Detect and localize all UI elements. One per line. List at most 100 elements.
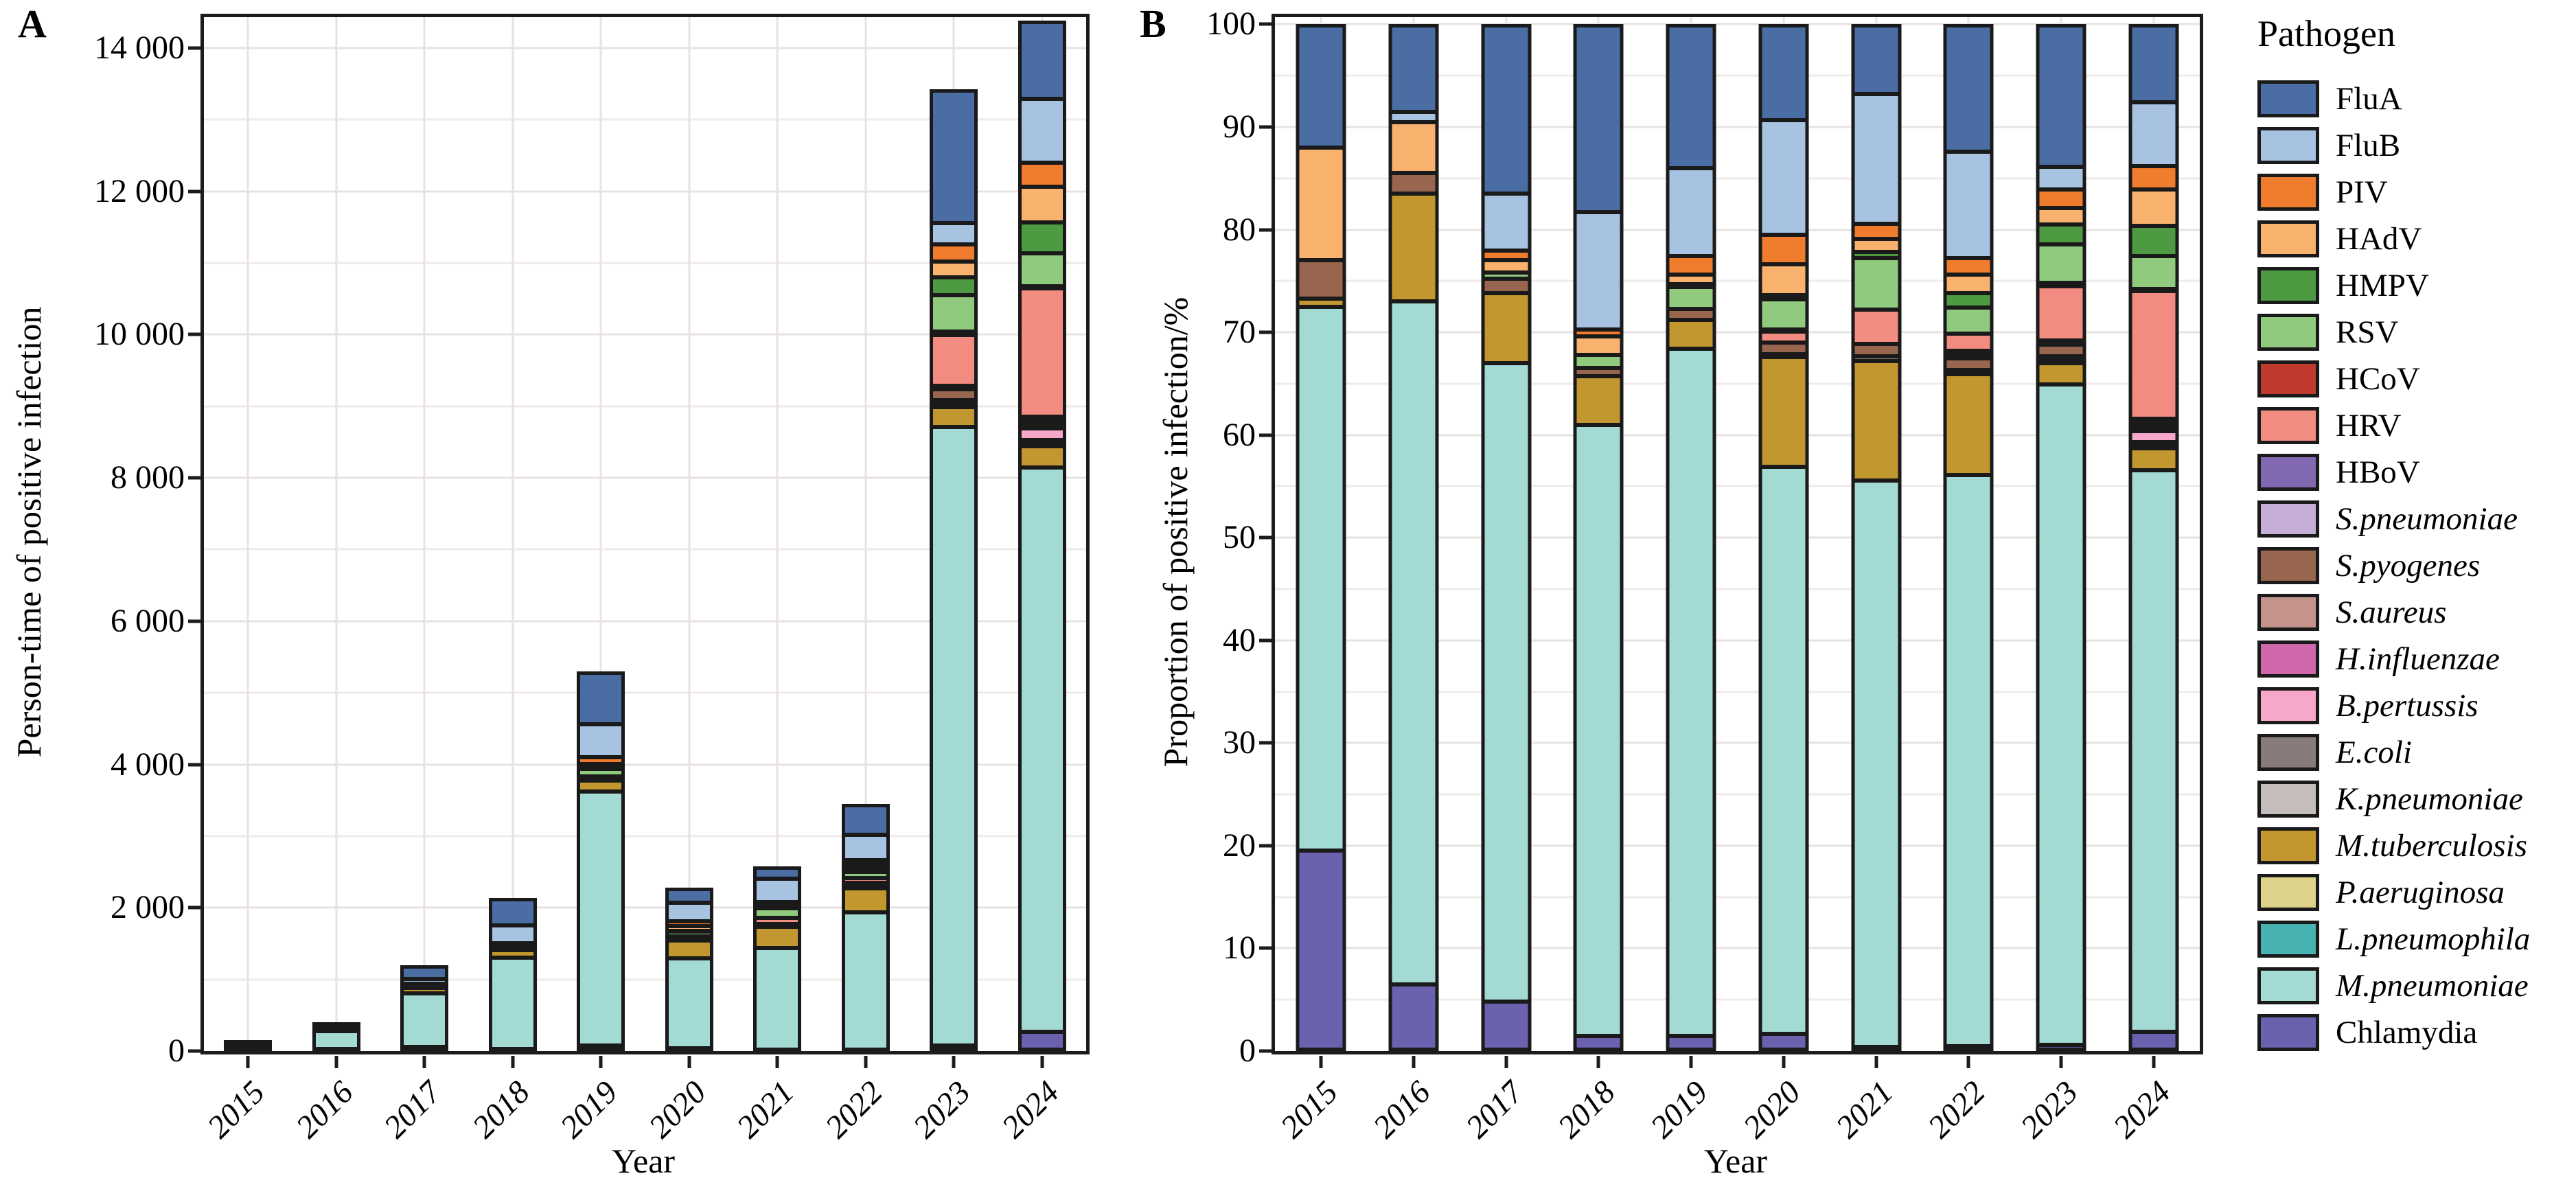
gridline-horizontal	[1275, 947, 2200, 949]
bar-segment-Chlamydia	[930, 1045, 978, 1051]
legend-item-HBoV: HBoV	[2257, 454, 2420, 491]
gridline-horizontal	[1275, 588, 2200, 590]
bar-segment-FluA	[1481, 24, 1532, 194]
bar-segment-M.tuberculosis	[841, 888, 890, 913]
bar-segment-FluB	[577, 724, 625, 757]
bar-segment-M.pneumoniae	[1666, 349, 1716, 1036]
bar-segment-M.pneumoniae	[1943, 475, 1994, 1046]
gridline-vertical	[599, 17, 602, 1051]
bar-segment-M.pneumoniae	[665, 958, 713, 1048]
y-tick-label: 100	[1206, 5, 1256, 43]
legend-label: HRV	[2336, 407, 2402, 443]
y-axis-tick	[1259, 844, 1272, 848]
panel-a-plot-area: 0 2 000 4 000 6 000 8 000 10 000 12 000 14 000 2…	[94, 14, 1090, 1145]
x-axis-tick	[1040, 1056, 1044, 1068]
gridline-horizontal	[1275, 639, 2200, 642]
bar-segment-HAdV	[1573, 336, 1624, 356]
legend-swatch-HAdV	[2257, 220, 2319, 257]
bar-segment-FluA	[1758, 24, 1809, 120]
bar-segment-FluB	[753, 879, 802, 903]
x-tick-label-text: 2022	[1921, 1074, 1992, 1146]
legend-swatch-RSV	[2257, 314, 2319, 351]
gridline-horizontal	[204, 262, 1086, 264]
gridline-vertical	[776, 17, 779, 1051]
bar-2022	[841, 804, 890, 1051]
bar-segment-HAdV	[1296, 147, 1346, 261]
y-axis-tick	[1259, 125, 1272, 129]
bar-segment-FluB	[2036, 167, 2086, 190]
bar-segment-RSV	[1573, 355, 1624, 369]
bar-segment-HRV	[1758, 331, 1809, 343]
bar-segment-S.pyogenes	[2036, 345, 2086, 356]
x-tick-label-text: 2024	[2106, 1074, 2178, 1146]
bar-segment-HRV	[753, 917, 802, 924]
legend-item-FluA: FluA	[2257, 80, 2402, 117]
x-tick-label-text: 2017	[377, 1074, 448, 1146]
x-axis-tick	[687, 1056, 691, 1068]
legend-item-FluB: FluB	[2257, 127, 2400, 164]
panel-b-y-axis-title: Proportion of positive infection/%	[1156, 297, 1195, 768]
legend-item-HCoV: HCoV	[2257, 360, 2420, 397]
legend-item-M.pneumoniae: M.pneumoniae	[2257, 967, 2529, 1004]
gridline-horizontal	[1275, 74, 2200, 77]
bar-segment-HAdV	[1388, 122, 1439, 174]
legend-label: P.aeruginosa	[2336, 874, 2505, 910]
legend-item-S.pyogenes: S.pyogenes	[2257, 547, 2480, 584]
bar-2016	[1388, 24, 1439, 1051]
bar-segment-Chlamydia	[1758, 1033, 1809, 1051]
bar-segment-FluA	[577, 671, 625, 725]
bar-segment-HAdV	[1666, 275, 1716, 284]
bar-segment-M.pneumoniae	[1758, 467, 1809, 1034]
bar-segment-Chlamydia	[1573, 1035, 1624, 1051]
bar-segment-HMPV	[1851, 252, 1902, 259]
bar-segment-FluB	[488, 925, 537, 943]
gridline-horizontal	[1275, 793, 2200, 796]
legend-label: PIV	[2336, 174, 2388, 210]
bar-segment-RSV	[1481, 273, 1532, 279]
bar-segment-M.tuberculosis	[1943, 374, 1994, 476]
bar-2021	[1851, 24, 1902, 1051]
bar-segment-M.tuberculosis	[400, 987, 449, 994]
gridline-horizontal	[204, 190, 1086, 193]
bar-segment-FluB	[1666, 168, 1716, 257]
x-axis-tick	[2152, 1056, 2156, 1068]
legend-label: HMPV	[2336, 267, 2429, 303]
bar-segment-FluA	[930, 89, 978, 224]
bar-segment-FluA	[1388, 24, 1439, 112]
bar-segment-HMPV	[930, 277, 978, 296]
legend-swatch-P.aeruginosa	[2257, 874, 2319, 911]
bar-segment-FluA	[1943, 24, 1994, 152]
gridline-horizontal	[1275, 896, 2200, 899]
legend-swatch-H.influenzae	[2257, 641, 2319, 678]
bar-segment-M.pneumoniae	[577, 791, 625, 1046]
bar-segment-FluB	[841, 834, 890, 861]
bar-segment-FluA	[753, 866, 802, 879]
x-tick-label-text: 2021	[1828, 1074, 1900, 1146]
bar-2020	[665, 888, 713, 1051]
bar-segment-PIV	[2036, 189, 2086, 209]
legend-item-HMPV: HMPV	[2257, 267, 2429, 304]
bar-segment-Chlamydia	[1017, 1031, 1066, 1051]
bar-segment-HAdV	[841, 864, 890, 869]
bar-2017	[1481, 24, 1532, 1051]
legend-label: HCoV	[2336, 360, 2420, 397]
legend-item-M.tuberculosis: M.tuberculosis	[2257, 827, 2527, 864]
gridline-horizontal	[1275, 23, 2200, 25]
gridline-horizontal	[1275, 844, 2200, 847]
y-tick-label: 0	[168, 1032, 185, 1069]
bar-segment-M.tuberculosis	[2036, 363, 2086, 385]
bar-segment-HRV	[1851, 310, 1902, 344]
x-axis-tick	[1412, 1056, 1416, 1068]
bar-segment-S.pneumoniae	[1943, 354, 1994, 358]
bar-segment-M.tuberculosis	[1481, 293, 1532, 363]
gridline-horizontal	[1275, 536, 2200, 539]
gridline-horizontal	[204, 978, 1086, 981]
y-axis-tick	[1259, 22, 1272, 26]
legend-item-S.aureus: S.aureus	[2257, 594, 2446, 631]
bar-segment-M.pneumoniae	[400, 993, 449, 1047]
x-axis-tick	[1319, 1056, 1323, 1068]
x-tick-label-text: 2020	[1736, 1074, 1808, 1146]
y-tick-label: 10	[1223, 930, 1256, 967]
gridline-horizontal	[204, 405, 1086, 408]
bar-segment-PIV	[1481, 250, 1532, 261]
